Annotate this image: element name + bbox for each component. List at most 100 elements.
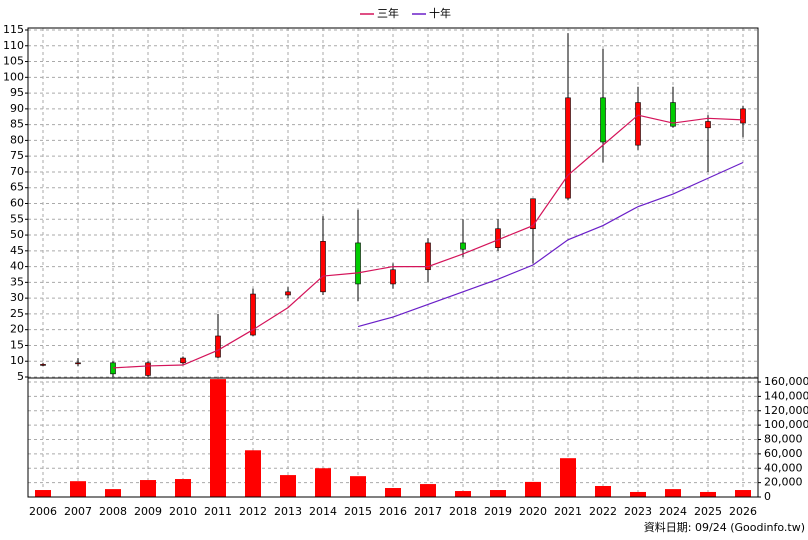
legend-label: 三年: [377, 6, 399, 20]
candle-body: [495, 228, 501, 248]
candle-body: [600, 97, 606, 143]
x-tick-label: 2008: [99, 505, 127, 518]
bar: [315, 468, 331, 497]
candle-body: [110, 362, 116, 375]
bar: [105, 489, 121, 497]
x-tick-label: 2022: [589, 505, 617, 518]
y-tick-label: 35: [10, 275, 24, 288]
line-series: [357, 161, 744, 328]
x-tick-label: 2009: [134, 505, 162, 518]
y-tick-label: 75: [10, 149, 24, 162]
candle-body: [635, 102, 641, 146]
candle-body: [740, 108, 746, 124]
x-tick-label: 2010: [169, 505, 197, 518]
y-tick-label: 10: [10, 354, 24, 367]
y-tick-label: 15: [10, 338, 24, 351]
bar: [525, 481, 541, 497]
y-tick-label: 5: [17, 370, 24, 383]
bar: [420, 484, 436, 497]
bar: [630, 491, 646, 497]
candle-body: [355, 242, 361, 285]
y-tick-label: 80,000: [764, 433, 803, 446]
y-tick-label: 50: [10, 228, 24, 241]
bar: [35, 490, 51, 497]
x-tick-label: 2026: [729, 505, 757, 518]
y-tick-label: 60,000: [764, 447, 803, 460]
candle-body: [565, 97, 571, 199]
y-tick-label: 85: [10, 118, 24, 131]
x-tick-label: 2021: [554, 505, 582, 518]
bar: [560, 458, 576, 497]
x-tick-label: 2024: [659, 505, 687, 518]
bar: [280, 475, 296, 497]
x-tick-label: 2007: [64, 505, 92, 518]
panel-border: [27, 377, 759, 498]
x-tick-label: 2012: [239, 505, 267, 518]
x-tick-label: 2017: [414, 505, 442, 518]
x-tick-label: 2016: [379, 505, 407, 518]
y-tick-label: 80: [10, 133, 24, 146]
y-tick-label: 60: [10, 197, 24, 210]
candle-body: [705, 121, 711, 129]
y-tick-label: 20,000: [764, 476, 803, 489]
candle-body: [530, 198, 536, 230]
y-tick-label: 45: [10, 244, 24, 257]
legend-label: 十年: [429, 6, 451, 20]
bar: [245, 450, 261, 497]
y-tick-label: 20: [10, 323, 24, 336]
bar: [735, 490, 751, 497]
x-tick-label: 2019: [484, 505, 512, 518]
bar: [210, 379, 226, 497]
y-tick-label: 160,000: [764, 375, 808, 388]
candle-body: [320, 241, 326, 293]
x-tick-label: 2015: [344, 505, 372, 518]
y-tick-label: 140,000: [764, 389, 808, 402]
candle-body: [180, 357, 186, 364]
x-tick-label: 2006: [29, 505, 57, 518]
candle-body: [75, 362, 81, 365]
bar: [700, 491, 716, 497]
bar: [455, 491, 471, 497]
candle-body: [460, 242, 466, 250]
candle-body: [215, 335, 221, 358]
footer-note: 資料日期: 09/24 (Goodinfo.tw): [644, 520, 805, 534]
y-tick-label: 70: [10, 165, 24, 178]
candle-body: [145, 362, 151, 376]
candle-body: [40, 364, 46, 366]
y-tick-label: 100,000: [764, 418, 808, 431]
bar: [490, 490, 506, 497]
y-tick-label: 120,000: [764, 404, 808, 417]
bar: [350, 476, 366, 497]
y-tick-label: 110: [3, 39, 24, 52]
y-tick-label: 40: [10, 260, 24, 273]
y-tick-label: 115: [3, 23, 24, 36]
y-tick-label: 90: [10, 102, 24, 115]
bar: [665, 489, 681, 497]
y-tick-label: 105: [3, 55, 24, 68]
bar: [140, 480, 156, 497]
y-tick-label: 0: [764, 490, 771, 503]
candle-body: [390, 269, 396, 285]
x-tick-label: 2020: [519, 505, 547, 518]
candle-body: [250, 293, 256, 336]
candle-body: [285, 291, 291, 296]
x-tick-label: 2023: [624, 505, 652, 518]
x-tick-label: 2018: [449, 505, 477, 518]
line-series: [112, 114, 744, 369]
x-tick-label: 2025: [694, 505, 722, 518]
y-tick-label: 40,000: [764, 461, 803, 474]
bar: [175, 479, 191, 497]
y-tick-label: 65: [10, 181, 24, 194]
x-tick-label: 2013: [274, 505, 302, 518]
candle-body: [425, 242, 431, 271]
y-tick-label: 55: [10, 212, 24, 225]
x-tick-label: 2011: [204, 505, 232, 518]
bar: [385, 488, 401, 497]
y-tick-label: 25: [10, 307, 24, 320]
bar: [595, 486, 611, 497]
candle-body: [670, 102, 676, 127]
y-tick-label: 95: [10, 86, 24, 99]
y-tick-label: 100: [3, 70, 24, 83]
